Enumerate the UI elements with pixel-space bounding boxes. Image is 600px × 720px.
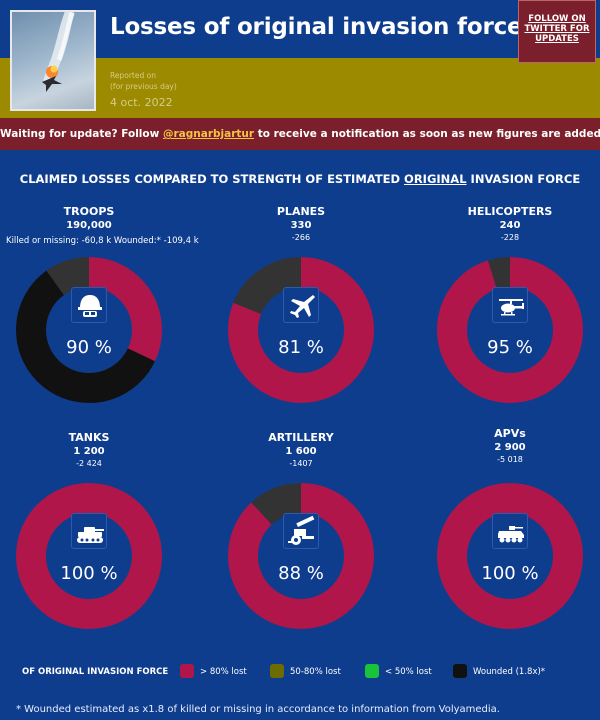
donut-helicopters: 95 % [437,257,583,403]
section-title-after: INVASION FORCE [466,172,581,186]
card-lost: -5 018 [497,455,523,464]
donut-apvs: 100 % [437,483,583,629]
percent-label: 95 % [487,337,533,358]
card-name: HELICOPTERS [467,205,553,218]
card-strength: 330 [290,220,312,231]
legend-label-wounded: Wounded (1.8x)* [473,667,546,677]
percent-label: 100 % [60,563,118,584]
card-helicopters: HELICOPTERS 240 -228 [435,205,585,242]
follow-twitter-button[interactable]: FOLLOW ON TWITTER FOR UPDATES [518,0,596,63]
card-name: ARTILLERY [268,431,334,444]
legend-swatch-over-80 [180,664,194,678]
tank-icon [71,513,107,549]
card-name: TANKS [68,431,110,444]
legend-swatch-50-80 [270,664,284,678]
helicopter-icon [492,287,528,323]
donut-chart [228,483,374,629]
donut-chart [437,257,583,403]
donut-segment-1 [228,257,374,403]
card-strength: 240 [499,220,521,231]
card-apvs: APVs 2 900 -5 018 [435,427,585,464]
legend-title: OF ORIGINAL INVASION FORCE [22,667,169,677]
percent-label: 88 % [278,563,324,584]
donut-chart [228,257,374,403]
section-title-before: CLAIMED LOSSES COMPARED TO STRENGTH OF E… [19,172,405,186]
donut-troops: 90 % [16,257,162,403]
donut-tanks: 100 % [16,483,162,629]
card-tanks: TANKS 1 200 -2 424 [14,431,164,468]
soldier-helmet-icon [71,287,107,323]
legend-swatch-under-50 [365,664,379,678]
section-title: CLAIMED LOSSES COMPARED TO STRENGTH OF E… [0,172,600,186]
header-gold-band [0,58,600,118]
page-title: Losses of original invasion forces [110,14,536,40]
update-banner: Waiting for update? Follow @ragnarbjartu… [0,118,600,150]
header-photo [10,10,96,111]
header: Losses of original invasion forces Repor… [0,0,600,118]
percent-label: 81 % [278,337,324,358]
card-name: PLANES [276,205,326,218]
legend: OF ORIGINAL INVASION FORCE > 80% lost 50… [22,664,592,680]
percent-label: 100 % [481,563,539,584]
donut-segment-1 [228,483,374,629]
artillery-icon [283,513,319,549]
twitter-handle-link[interactable]: @ragnarbjartur [162,128,255,140]
donut-chart [437,483,583,629]
legend-swatch-wounded [453,664,467,678]
falling-jet-image [42,12,75,92]
donut-segment-1 [16,257,162,403]
troop-losses-note: Killed or missing: -60,8 k Wounded:* -10… [6,236,199,246]
donut-chart [16,483,162,629]
card-strength: 1 200 [73,446,105,457]
report-date: 4 oct. 2022 [110,96,173,109]
donut-segment-0 [437,483,583,629]
donut-segment-2 [16,257,162,403]
legend-label-under-50: < 50% lost [385,667,432,677]
banner-text-after: to receive a notification as soon as new… [254,128,600,140]
card-troops: TROOPS 190,000 [14,205,164,231]
donut-chart [16,257,162,403]
apv-icon [492,513,528,549]
card-strength: 190,000 [66,220,112,231]
reported-on-text: Reported on [110,71,156,80]
card-lost: -228 [500,233,520,242]
fighter-jet-icon [283,287,319,323]
card-planes: PLANES 330 -266 [226,205,376,242]
card-lost: -2 424 [76,459,102,468]
card-lost: -266 [291,233,311,242]
donut-segment-1 [437,257,583,403]
legend-label-50-80: 50-80% lost [290,667,341,677]
header-blue-band [0,0,600,58]
card-lost: -1407 [289,459,313,468]
reported-sub-text: (for previous day) [110,82,177,91]
section-title-underlined: ORIGINAL [404,172,467,186]
reported-label: Reported on (for previous day) [110,70,177,92]
donut-segment-0 [16,483,162,629]
card-artillery: ARTILLERY 1 600 -1407 [226,431,376,468]
legend-label-over-80: > 80% lost [200,667,247,677]
card-strength: 1 600 [285,446,317,457]
card-name: APVs [494,427,526,440]
card-strength: 2 900 [494,442,526,453]
card-name: TROOPS [63,205,115,218]
footnote: * Wounded estimated as x1.8 of killed or… [16,704,500,715]
banner-text-before: Waiting for update? Follow [0,128,163,140]
donut-planes: 81 % [228,257,374,403]
percent-label: 90 % [66,337,112,358]
donut-artillery: 88 % [228,483,374,629]
